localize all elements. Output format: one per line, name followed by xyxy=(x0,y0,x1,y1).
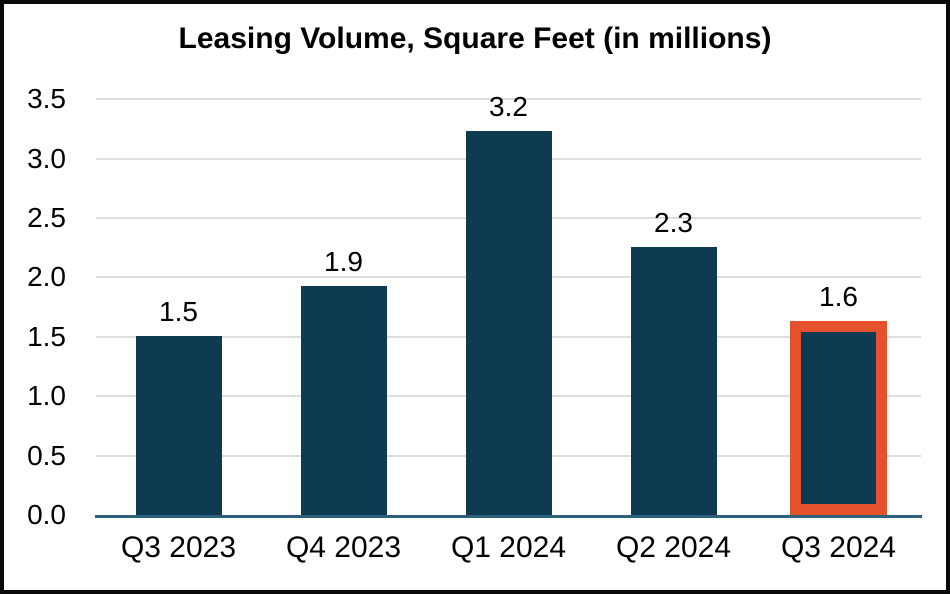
bar-q3-2023 xyxy=(135,335,222,515)
y-axis-tick-label: 3.5 xyxy=(27,83,66,115)
bar-q3-2024-highlighted xyxy=(790,321,887,515)
y-axis-tick-label: 1.0 xyxy=(27,380,66,412)
x-axis-tick-label: Q1 2024 xyxy=(450,531,567,564)
y-axis-tick-label: 0.0 xyxy=(27,499,66,530)
y-axis-tick-label: 2.5 xyxy=(27,202,66,233)
x-axis-tick-label: Q3 2024 xyxy=(780,531,897,564)
bar-value-label: 1.6 xyxy=(819,281,858,313)
bar-q2-2024 xyxy=(630,246,717,515)
x-axis-tick-label: Q2 2024 xyxy=(615,531,732,564)
y-axis-tick-label: 0.5 xyxy=(27,439,66,471)
x-axis-tick-label: Q4 2023 xyxy=(285,531,402,564)
y-axis-tick-label: 1.5 xyxy=(27,320,66,352)
bar-q4-2023 xyxy=(300,285,387,515)
chart-title: Leasing Volume, Square Feet (in millions… xyxy=(178,22,772,55)
bar-value-label: 2.3 xyxy=(654,206,693,238)
x-axis-tick-label: Q3 2023 xyxy=(120,531,237,564)
bar-value-label: 3.2 xyxy=(489,91,528,123)
gridline xyxy=(96,98,921,101)
bar-value-label: 1.9 xyxy=(324,245,363,277)
y-axis-tick-label: 2.0 xyxy=(27,261,66,293)
bar-q1-2024 xyxy=(465,131,552,515)
y-axis-tick-label: 3.0 xyxy=(27,142,66,174)
x-axis-line xyxy=(95,515,922,518)
bar-value-label: 1.5 xyxy=(159,295,198,327)
plot-area: 0.0 0.5 1.0 1.5 2.0 2.5 3.0 3.5 1.5 Q3 2023 1.9 Q4 … xyxy=(4,4,946,590)
